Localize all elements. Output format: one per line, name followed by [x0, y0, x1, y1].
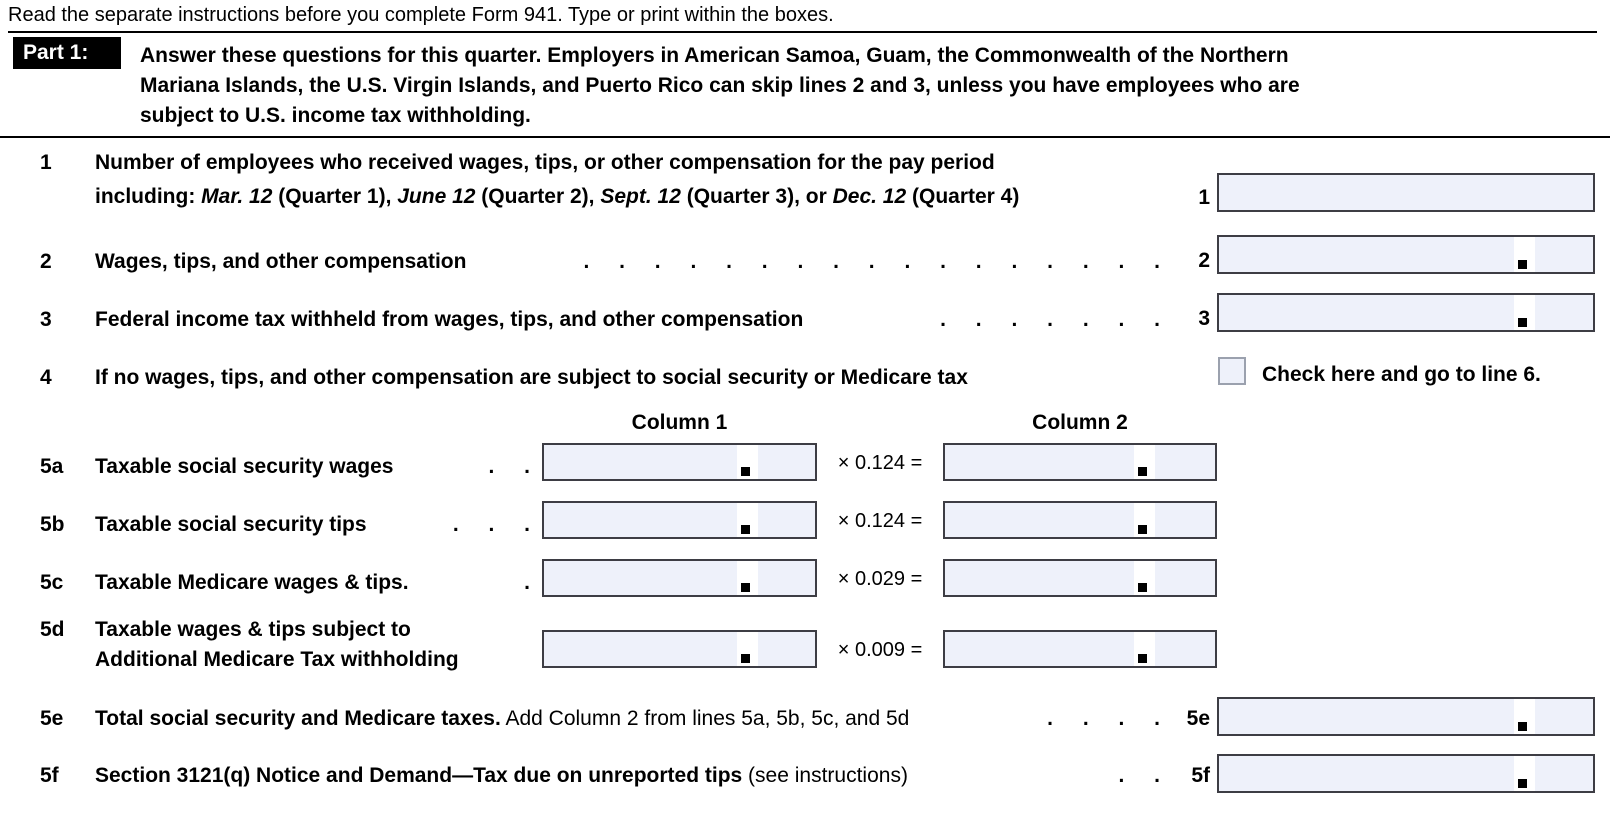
line3-number: 3 [40, 308, 52, 331]
line5d-col2-field[interactable] [943, 630, 1217, 668]
line5b-number: 5b [40, 513, 65, 536]
decimal-dot [1138, 525, 1147, 534]
line5d-label-line1: Taxable wages & tips subject to [95, 618, 411, 641]
line1-count-field[interactable] [1217, 173, 1595, 212]
line5a-number: 5a [40, 455, 64, 478]
line5f-label-rest: (see instructions) [742, 764, 908, 787]
line5a-col1-field[interactable] [542, 443, 817, 481]
line5d-col1-field[interactable] [542, 630, 817, 668]
line1-row-label: 1 [1198, 186, 1210, 209]
line5f-dot-leader: . . [1118, 764, 1160, 787]
line2-number: 2 [40, 250, 52, 273]
decimal-dot [1518, 779, 1527, 788]
line5e-label-rest: Add Column 2 from lines 5a, 5b, 5c, and … [500, 707, 910, 730]
decimal-dot [1518, 318, 1527, 327]
decimal-dot [741, 467, 750, 476]
line3-amount-field[interactable] [1217, 293, 1595, 332]
decimal-dot [1518, 260, 1527, 269]
line1-q1-date: Mar. 12 [201, 185, 273, 208]
line1-q2-rest: (Quarter 2), [475, 185, 601, 208]
line4-checkbox-label: Check here and go to line 6. [1262, 363, 1541, 386]
line5c-label: Taxable Medicare wages & tips. [95, 571, 409, 594]
decimal-dot [741, 654, 750, 663]
line5f-row-label: 5f [1191, 764, 1210, 787]
line5b-col1-field[interactable] [542, 501, 817, 539]
separator-rule-top [8, 31, 1597, 33]
decimal-dot [1138, 654, 1147, 663]
line5e-dot-leader: . . . . [1047, 707, 1160, 730]
decimal-dot [741, 583, 750, 592]
line1-q4-date: Dec. 12 [832, 185, 907, 208]
line5a-col2-field[interactable] [943, 443, 1217, 481]
line2-row-label: 2 [1198, 249, 1210, 272]
line5e-label: Total social security and Medicare taxes… [95, 707, 909, 731]
column2-header: Column 2 [1032, 411, 1128, 434]
line1-q4-rest: (Quarter 4) [906, 185, 1020, 208]
line1-q2-date: June 12 [397, 185, 476, 208]
line1-text-line2: including: Mar. 12 (Quarter 1), June 12 … [95, 185, 1019, 209]
line5b-dot-leader: . . . [452, 513, 530, 536]
line4-number: 4 [40, 366, 52, 389]
line5e-amount-field[interactable] [1217, 697, 1595, 736]
part1-heading-line2: Mariana Islands, the U.S. Virgin Islands… [140, 74, 1300, 97]
decimal-dot [1138, 583, 1147, 592]
decimal-dot [741, 525, 750, 534]
part1-heading: Answer these questions for this quarter.… [140, 41, 1300, 131]
decimal-dot [1138, 467, 1147, 476]
part1-label: Part 1: [13, 37, 121, 69]
line3-row-label: 3 [1198, 307, 1210, 330]
line5f-label-bold: Section 3121(q) Notice and Demand—Tax du… [95, 764, 743, 787]
line5c-col1-field[interactable] [542, 559, 817, 597]
part1-heading-line3: subject to U.S. income tax withholding. [140, 104, 531, 127]
line1-number: 1 [40, 151, 52, 174]
line3-dot-leader: . . . . . . . [940, 308, 1160, 331]
line5c-dot-leader: . [524, 571, 530, 594]
line2-label: Wages, tips, and other compensation [95, 250, 467, 273]
line5b-label: Taxable social security tips [95, 513, 367, 536]
decimal-dot [1518, 722, 1527, 731]
line5c-multiplier: × 0.029 = [837, 568, 923, 590]
column1-header: Column 1 [631, 411, 728, 434]
line5a-multiplier: × 0.124 = [837, 452, 923, 474]
line1-text-line1: Number of employees who received wages, … [95, 151, 995, 174]
line5a-label: Taxable social security wages [95, 455, 394, 478]
line3-label: Federal income tax withheld from wages, … [95, 308, 804, 331]
line5d-label-line2: Additional Medicare Tax withholding [95, 648, 459, 671]
part1-heading-line1: Answer these questions for this quarter.… [140, 44, 1289, 67]
line1-q3-rest: (Quarter 3), or [680, 185, 833, 208]
line4-checkbox[interactable] [1218, 357, 1246, 385]
line2-amount-field[interactable] [1217, 235, 1595, 274]
line4-label: If no wages, tips, and other compensatio… [95, 366, 968, 389]
line5f-amount-field[interactable] [1217, 754, 1595, 793]
line1-including: including: [95, 185, 202, 208]
line2-dot-leader: . . . . . . . . . . . . . . . . . [583, 250, 1160, 273]
line5c-col2-field[interactable] [943, 559, 1217, 597]
line1-q3-date: Sept. 12 [600, 185, 681, 208]
top-instruction: Read the separate instructions before yo… [8, 4, 834, 26]
line5b-multiplier: × 0.124 = [837, 510, 923, 532]
line5f-number: 5f [40, 764, 59, 787]
line5c-number: 5c [40, 571, 64, 594]
line5e-label-bold: Total social security and Medicare taxes… [95, 707, 501, 730]
separator-rule-part1 [0, 136, 1610, 138]
line5a-dot-leader: . . [488, 455, 530, 478]
line5d-multiplier: × 0.009 = [837, 639, 923, 661]
line5f-label: Section 3121(q) Notice and Demand—Tax du… [95, 764, 908, 788]
line5d-number: 5d [40, 618, 65, 641]
line5e-number: 5e [40, 707, 64, 730]
line5b-col2-field[interactable] [943, 501, 1217, 539]
line1-q1-rest: (Quarter 1), [272, 185, 398, 208]
line5e-row-label: 5e [1186, 707, 1210, 730]
